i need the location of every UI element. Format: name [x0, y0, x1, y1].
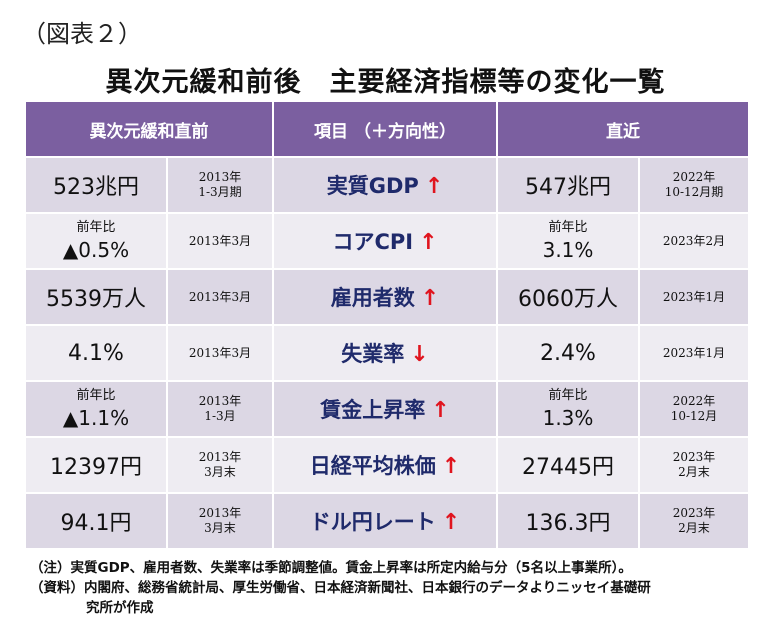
arrow-down-icon: ↓ — [410, 342, 429, 367]
recent-sub-label: 前年比 — [548, 388, 588, 403]
header-recent: 直近 — [496, 100, 750, 158]
recent-date: 2022年 10-12月 — [638, 380, 750, 438]
header-before: 異次元緩和直前 — [24, 100, 274, 158]
indicator-table: 異次元緩和直前 項目 （＋方向性） 直近 523兆円 2013年 1-3月期 実質G… — [24, 100, 750, 550]
recent-date: 2022年 10-12月期 — [638, 156, 750, 214]
before-value: 12397円 — [50, 455, 142, 480]
item-label: 失業率 — [341, 342, 405, 366]
recent-value: 3.1% — [542, 238, 594, 262]
recent-value-cell: 27445円 — [496, 436, 640, 494]
recent-date: 2023年1月 — [638, 324, 750, 382]
before-value: 5539万人 — [46, 287, 146, 312]
item-label: ドル円レート — [309, 510, 436, 534]
before-date: 2013年 1-3月 — [166, 380, 274, 438]
header-item: 項目 （＋方向性） — [272, 100, 498, 158]
before-date: 2013年 1-3月期 — [166, 156, 274, 214]
item-cell: 実質GDP ↑ — [272, 156, 498, 214]
arrow-up-icon: ↑ — [424, 174, 444, 199]
arrow-up-icon: ↑ — [419, 230, 438, 255]
recent-value: 2.4% — [540, 340, 596, 366]
arrow-up-icon: ↑ — [431, 398, 450, 423]
recent-value-cell: 136.3円 — [496, 492, 640, 550]
item-label: コアCPI — [332, 230, 414, 254]
before-value-cell: 523兆円 — [24, 156, 168, 214]
before-date: 2013年3月 — [166, 268, 274, 326]
item-cell: コアCPI ↑ — [272, 212, 498, 270]
recent-value: 1.3% — [542, 406, 594, 430]
before-value-cell: 12397円 — [24, 436, 168, 494]
before-value-cell: 94.1円 — [24, 492, 168, 550]
before-value: ▲0.5% — [62, 238, 130, 262]
recent-date: 2023年2月 — [638, 212, 750, 270]
table-row: 12397円 2013年 3月末 日経平均株価 ↑ 27445円 2023年 2月末 — [24, 436, 750, 494]
page-title: 異次元緩和前後 主要経済指標等の変化一覧 — [105, 67, 666, 98]
note-line-2: （資料）内閣府、総務省統計局、厚生労働省、日本経済新聞社、日本銀行のデータよりニ… — [30, 580, 651, 596]
item-label: 日経平均株価 — [309, 454, 436, 478]
item-cell: 失業率 ↓ — [272, 324, 498, 382]
item-cell: 雇用者数 ↑ — [272, 268, 498, 326]
item-cell: 日経平均株価 ↑ — [272, 436, 498, 494]
before-value: 4.1% — [68, 340, 124, 366]
before-value: 523兆円 — [53, 175, 139, 200]
recent-date: 2023年 2月末 — [638, 492, 750, 550]
recent-date: 2023年1月 — [638, 268, 750, 326]
before-value: ▲1.1% — [62, 406, 130, 430]
item-label: 賃金上昇率 — [320, 398, 426, 422]
item-label: 雇用者数 — [330, 286, 415, 310]
before-sub-label: 前年比 — [76, 388, 116, 403]
before-value: 94.1円 — [60, 511, 132, 536]
arrow-up-icon: ↑ — [441, 510, 461, 535]
table-row: 前年比 ▲1.1% 2013年 1-3月 賃金上昇率 ↑ 前年比 1.3% 2022年 10-… — [24, 380, 750, 438]
table-row: 94.1円 2013年 3月末 ドル円レート ↑ 136.3円 2023年 2月末 — [24, 492, 750, 550]
before-value-cell: 4.1% — [24, 324, 168, 382]
recent-value-cell: 前年比 1.3% — [496, 380, 640, 438]
recent-sub-label: 前年比 — [548, 220, 588, 235]
before-sub-label: 前年比 — [76, 220, 116, 235]
recent-value-cell: 547兆円 — [496, 156, 640, 214]
recent-date: 2023年 2月末 — [638, 436, 750, 494]
item-label: 実質GDP — [326, 174, 419, 198]
recent-value: 547兆円 — [525, 175, 611, 200]
item-cell: 賃金上昇率 ↑ — [272, 380, 498, 438]
before-date: 2013年3月 — [166, 324, 274, 382]
note-line-3: 究所が作成 — [86, 600, 154, 616]
arrow-up-icon: ↑ — [441, 454, 461, 479]
figure-label: （図表２） — [22, 20, 142, 48]
recent-value-cell: 2.4% — [496, 324, 640, 382]
recent-value-cell: 前年比 3.1% — [496, 212, 640, 270]
table-row: 4.1% 2013年3月 失業率 ↓ 2.4% 2023年1月 — [24, 324, 750, 382]
table-row: 前年比 ▲0.5% 2013年3月 コアCPI ↑ 前年比 3.1% 2023年2月 — [24, 212, 750, 270]
arrow-up-icon: ↑ — [420, 286, 440, 311]
before-date: 2013年 3月末 — [166, 492, 274, 550]
recent-value: 6060万人 — [518, 287, 618, 312]
before-date: 2013年 3月末 — [166, 436, 274, 494]
recent-value: 27445円 — [522, 455, 614, 480]
recent-value-cell: 6060万人 — [496, 268, 640, 326]
item-cell: ドル円レート ↑ — [272, 492, 498, 550]
before-value-cell: 5539万人 — [24, 268, 168, 326]
notes: （注）実質GDP、雇用者数、失業率は季節調整値。賃金上昇率は所定内給与分（5名以… — [30, 558, 755, 618]
recent-value: 136.3円 — [525, 511, 611, 536]
before-value-cell: 前年比 ▲0.5% — [24, 212, 168, 270]
before-value-cell: 前年比 ▲1.1% — [24, 380, 168, 438]
before-date: 2013年3月 — [166, 212, 274, 270]
table-row: 523兆円 2013年 1-3月期 実質GDP ↑ 547兆円 2022年 10-12月期 — [24, 156, 750, 214]
note-line-1: （注）実質GDP、雇用者数、失業率は季節調整値。賃金上昇率は所定内給与分（5名以… — [30, 560, 632, 576]
table-row: 5539万人 2013年3月 雇用者数 ↑ 6060万人 2023年1月 — [24, 268, 750, 326]
